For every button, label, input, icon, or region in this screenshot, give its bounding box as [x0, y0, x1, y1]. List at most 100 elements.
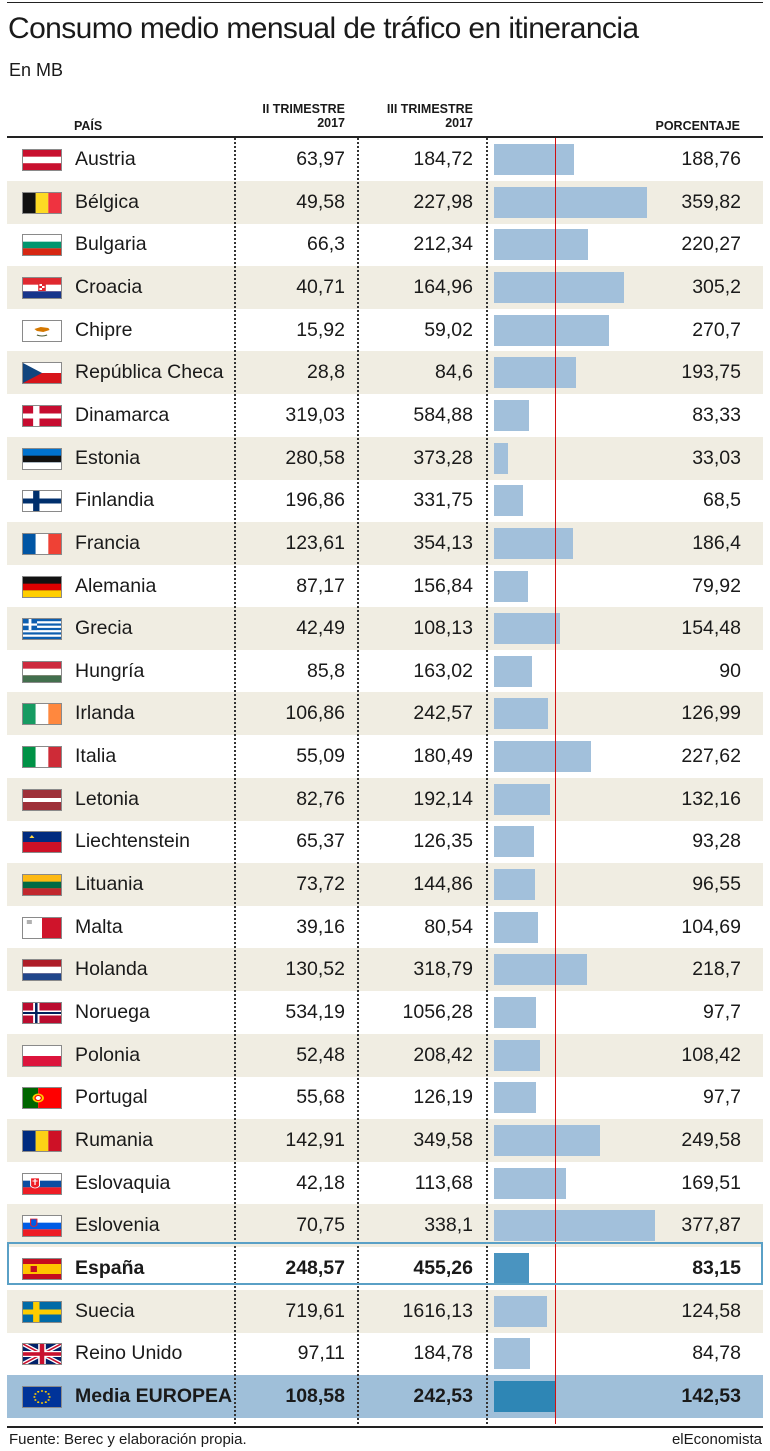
value-q3: 59,02	[424, 318, 473, 341]
chart-title: Consumo medio mensual de tráfico en itin…	[8, 12, 639, 45]
percentage-bar	[494, 1252, 530, 1284]
table-row-portugal: Portugal 55,68 126,19 97,7	[7, 1076, 763, 1119]
value-pct: 83,15	[692, 1256, 741, 1279]
country-name: España	[75, 1256, 145, 1279]
value-pct: 124,58	[681, 1299, 741, 1322]
value-q3: 180,49	[413, 745, 473, 768]
value-pct: 188,76	[681, 148, 741, 170]
table-row-reino-unido: Reino Unido 97,11 184,78 84,78	[7, 1332, 763, 1375]
value-pct: 270,7	[692, 318, 741, 341]
value-q3: 156,84	[413, 574, 473, 597]
table-row-bulgaria: Bulgaria 66,3 212,34 220,27	[7, 223, 763, 266]
value-pct: 227,62	[681, 745, 741, 768]
value-q2: 42,18	[296, 1171, 345, 1194]
column-divider-3	[486, 138, 488, 1424]
value-q2: 40,71	[296, 275, 345, 298]
percentage-bar	[494, 1380, 555, 1412]
value-pct: 377,87	[681, 1214, 741, 1237]
table-row-alemania: Alemania 87,17 156,84 79,92	[7, 565, 763, 608]
value-pct: 218,7	[692, 958, 741, 981]
value-q3: 338,1	[424, 1214, 473, 1237]
percentage-bar	[494, 741, 591, 773]
value-q2: 55,68	[296, 1086, 345, 1109]
header-q3: III TRIMESTRE 2017	[387, 102, 473, 130]
table-row-lituania: Lituania 73,72 144,86 96,55	[7, 863, 763, 907]
country-name: Lituania	[75, 873, 144, 896]
germany-flag-icon	[22, 575, 62, 598]
value-q3: 108,13	[413, 617, 473, 640]
value-q3: 242,57	[413, 702, 473, 725]
value-q2: 42,49	[296, 617, 345, 640]
highlight-box	[7, 1242, 763, 1285]
value-pct: 132,16	[681, 787, 741, 810]
value-pct: 84,78	[692, 1342, 741, 1365]
value-pct: 79,92	[692, 574, 741, 597]
value-pct: 154,48	[681, 617, 741, 640]
table-row-polonia: Polonia 52,48 208,42 108,42	[7, 1033, 763, 1077]
value-pct: 142,53	[681, 1384, 741, 1407]
portugal-flag-icon	[22, 1087, 62, 1110]
country-name: Bulgaria	[75, 233, 147, 256]
finland-flag-icon	[22, 490, 62, 513]
percentage-bar	[494, 527, 574, 559]
table-row-dinamarca: Dinamarca 319,03 584,88 83,33	[7, 394, 763, 437]
italy-flag-icon	[22, 746, 62, 769]
percentage-bar	[494, 442, 509, 474]
estonia-flag-icon	[22, 447, 62, 470]
country-name: Hungría	[75, 659, 145, 682]
lithuania-flag-icon	[22, 874, 62, 897]
value-q2: 123,61	[285, 531, 345, 554]
value-q2: 39,16	[296, 915, 345, 938]
table-row-republica-checa: República Checa 28,8 84,6 193,75	[7, 351, 763, 395]
percentage-bar	[494, 783, 551, 815]
country-name: Dinamarca	[75, 403, 170, 426]
value-q3: 1616,13	[402, 1299, 474, 1322]
value-q3: 455,26	[413, 1256, 473, 1279]
value-pct: 90	[719, 659, 741, 682]
percentage-bar	[494, 698, 548, 730]
slovakia-flag-icon	[22, 1172, 62, 1195]
table-row-chipre: Chipre 15,92 59,02 270,7	[7, 309, 763, 352]
table-row-letonia: Letonia 82,76 192,14 132,16	[7, 777, 763, 821]
value-q2: 534,19	[285, 1001, 345, 1023]
percentage-bar	[494, 954, 587, 986]
country-name: Irlanda	[75, 702, 135, 725]
slovenia-flag-icon	[22, 1215, 62, 1238]
value-pct: 97,7	[703, 1001, 741, 1023]
value-pct: 186,4	[692, 531, 741, 554]
column-divider-2	[357, 138, 359, 1424]
value-q3: 192,14	[413, 787, 473, 810]
value-q2: 15,92	[296, 318, 345, 341]
source-note: Fuente: Berec y elaboración propia.	[9, 1431, 247, 1448]
country-name: Grecia	[75, 617, 133, 640]
value-q2: 82,76	[296, 787, 345, 810]
value-pct: 104,69	[681, 915, 741, 938]
country-name: Noruega	[75, 1001, 150, 1023]
value-q2: 106,86	[285, 702, 345, 725]
norway-flag-icon	[22, 1002, 62, 1024]
header-q2-line2: 2017	[317, 116, 345, 130]
percentage-bar	[494, 186, 647, 218]
country-name: Finlandia	[75, 489, 155, 512]
value-pct: 96,55	[692, 873, 741, 896]
percentage-bar	[494, 1210, 655, 1242]
sweden-flag-icon	[22, 1300, 62, 1323]
percentage-bar	[494, 570, 528, 602]
value-q2: 49,58	[296, 190, 345, 213]
value-pct: 359,82	[681, 190, 741, 213]
value-q2: 52,48	[296, 1043, 345, 1066]
header-country: PAÍS	[74, 119, 103, 133]
value-q2: 130,52	[285, 958, 345, 981]
value-q3: 349,58	[413, 1128, 473, 1151]
header-q2: II TRIMESTRE 2017	[262, 102, 345, 130]
percentage-bar	[494, 1167, 567, 1199]
percentage-bar	[494, 1039, 541, 1071]
country-name: Estonia	[75, 446, 141, 469]
country-name: Suecia	[75, 1299, 135, 1322]
value-q3: 212,34	[413, 233, 473, 256]
value-q2: 97,11	[297, 1342, 345, 1365]
value-pct: 108,42	[681, 1043, 741, 1066]
percentage-bar	[494, 869, 536, 901]
value-q3: 318,79	[413, 958, 473, 981]
malta-flag-icon	[22, 916, 62, 939]
